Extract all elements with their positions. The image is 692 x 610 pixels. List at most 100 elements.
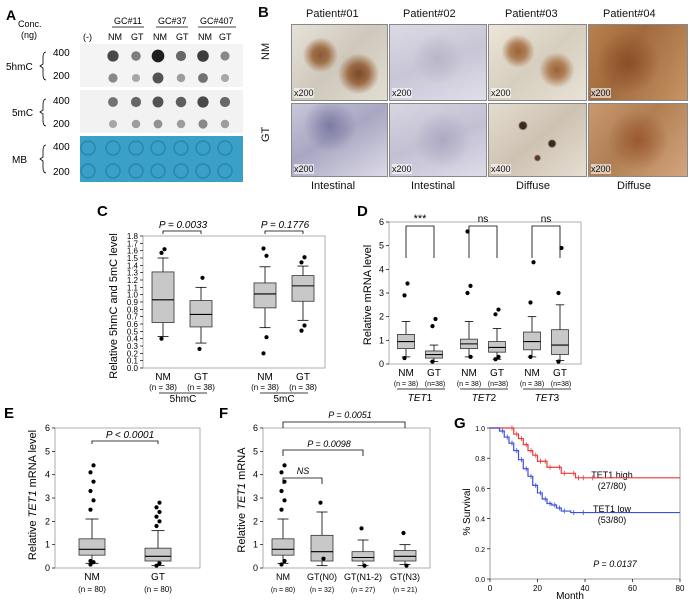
panel-d-outlier-0-0 bbox=[402, 293, 407, 298]
blot-dot-5hmc_400-6 bbox=[220, 51, 230, 61]
panel-c-ytick-label-1: 0.1 bbox=[127, 357, 139, 366]
panel-g-xlabel: Month bbox=[556, 591, 584, 602]
panel-g-xtick-label-0: 0 bbox=[488, 584, 493, 593]
blot-dot-5mc_400-4 bbox=[175, 96, 187, 108]
panel-c-ytick-label-3: 0.3 bbox=[127, 342, 139, 351]
panel-f: F Relative TET1 mRNA P = 0.0051 P = 0.00… bbox=[215, 400, 440, 605]
panel-c-box-2 bbox=[253, 282, 277, 309]
panel-f-outlier-0-5 bbox=[282, 463, 287, 468]
patient-label-01: Patient#01 bbox=[306, 8, 359, 20]
panel-e-outlier-1-7 bbox=[157, 561, 162, 566]
blot-dot-5hmc_400-2 bbox=[131, 51, 141, 61]
panel-b-letter: B bbox=[258, 4, 269, 21]
panel-c-pvalue-5hmc: P = 0.0033 bbox=[159, 220, 208, 231]
mag-gt-02: x200 bbox=[392, 164, 412, 174]
blot-dot-5hmc_400-4 bbox=[175, 50, 187, 62]
panel-f-ytick-label-0: 0 bbox=[253, 563, 258, 573]
panel-f-cat-0: NM bbox=[276, 572, 290, 582]
panel-d-outlier-5-0 bbox=[556, 290, 561, 296]
panel-c-letter: C bbox=[97, 203, 108, 220]
panel-f-n-1: (n = 32) bbox=[310, 587, 334, 594]
panel-g-letter: G bbox=[454, 415, 466, 432]
panel-f-box-2 bbox=[351, 551, 375, 562]
type-label-04: Diffuse bbox=[617, 180, 652, 192]
panel-e-outlier-0-0 bbox=[88, 507, 93, 512]
row-label-gt: GT bbox=[260, 126, 272, 142]
panel-c-ylabel: Relative 5hmC and 5mC level bbox=[108, 233, 120, 379]
panel-f-outlier-0-3 bbox=[282, 479, 287, 484]
panel-f-box-0 bbox=[271, 538, 295, 556]
lane-label-gt-1: GT bbox=[131, 32, 144, 42]
panel-d-ytick-label-2: 2 bbox=[379, 312, 384, 322]
panel-c-outlier-3-3 bbox=[302, 255, 307, 260]
panel-g-ytick-label-2: 0.4 bbox=[475, 517, 485, 524]
panel-f-ytick-label-4: 4 bbox=[253, 470, 258, 480]
mb-dot-171-0 bbox=[80, 163, 96, 179]
panel-g-ytick-label-1: 0.2 bbox=[475, 547, 485, 554]
panel-f-bracket-n3 bbox=[282, 421, 406, 428]
panel-a: A Conc. (ng) (-) GC#11 GC#37 GC#407 NM G… bbox=[0, 0, 255, 190]
panel-d-gene-tet3: TET3 bbox=[535, 393, 560, 404]
panel-c-cat-1: GT bbox=[194, 372, 208, 383]
blot-dot-5hmc_200-4 bbox=[176, 73, 186, 83]
panel-g-xtick-label-2: 40 bbox=[581, 584, 590, 593]
panel-d-sig-2: ns bbox=[541, 214, 552, 225]
panel-d-cat-0: NM bbox=[398, 368, 414, 379]
panel-f-ytick-label-3: 3 bbox=[253, 493, 258, 503]
panel-d-outlier-1-2 bbox=[430, 359, 435, 364]
panel-c-group-5hmc: 5hmC bbox=[170, 394, 197, 403]
panel-c-box-1 bbox=[189, 300, 213, 328]
panel-e-boxplot: E Relative TET1 mRNA level P < 0.0001 0 1… bbox=[4, 405, 201, 594]
blot-dot-5mc_200-5 bbox=[198, 119, 208, 129]
histology-gt-patient-02: x200 bbox=[389, 103, 487, 177]
panel-d-outlier-2-2 bbox=[465, 229, 470, 234]
panel-f-outlier-1-0 bbox=[318, 500, 323, 505]
panel-e-outlier-1-1 bbox=[157, 519, 162, 524]
panel-e-outlier-0-8 bbox=[88, 558, 93, 564]
panel-e-plot-frame bbox=[54, 427, 201, 569]
survival-curve-tet1-low bbox=[490, 427, 680, 514]
panel-d-n-0: (n = 38) bbox=[394, 381, 418, 388]
panel-d-cat-2: NM bbox=[461, 368, 477, 379]
mb-dot-171-3 bbox=[150, 163, 166, 179]
panel-d-outlier-3-1 bbox=[496, 307, 501, 312]
panel-c-outlier-1-1 bbox=[200, 275, 205, 280]
panel-c-pvalue-5mc: P = 0.1776 bbox=[261, 220, 310, 231]
lane-label-gt-2: GT bbox=[176, 32, 189, 42]
mag-nm-01: x200 bbox=[294, 88, 314, 98]
panel-e-outlier-0-4 bbox=[88, 470, 93, 475]
panel-d-outlier-5-1 bbox=[559, 245, 564, 251]
panel-f-pvalue-n3: P = 0.0051 bbox=[328, 410, 371, 420]
panel-d-ytick-label-3: 3 bbox=[379, 288, 384, 298]
panel-c-n-2: (n = 38) bbox=[251, 383, 279, 392]
negative-control-label: (-) bbox=[83, 32, 92, 42]
histology-nm-patient-02: x200 bbox=[389, 24, 487, 101]
panel-g-xtick-label-4: 80 bbox=[676, 584, 685, 593]
panel-g-ytick-label-0: 0.0 bbox=[475, 577, 485, 584]
panel-f-box-3 bbox=[393, 550, 417, 562]
panel-d-cat-3: GT bbox=[490, 368, 504, 379]
panel-c-n-0: (n = 38) bbox=[149, 383, 177, 392]
panel-f-outlier-0-4 bbox=[279, 470, 284, 475]
histology-nm-patient-01: x200 bbox=[291, 24, 388, 101]
panel-c-ytick-label-18: 1.8 bbox=[127, 232, 139, 241]
conc-200-mb: 200 bbox=[53, 167, 70, 178]
lane-label-gt-3: GT bbox=[219, 32, 232, 42]
panel-f-n-0: (n = 80) bbox=[271, 587, 295, 594]
mb-dot-148-3 bbox=[150, 140, 166, 156]
panel-d-box-3 bbox=[488, 341, 506, 353]
group-label-gc407: GC#407 bbox=[200, 16, 234, 26]
panel-g-xtick-label-3: 60 bbox=[628, 584, 637, 593]
mb-dot-148-5 bbox=[195, 140, 211, 156]
mb-dot-148-2 bbox=[128, 140, 144, 156]
panel-c-cat-2: NM bbox=[257, 372, 273, 383]
panel-e-ytick-label-2: 2 bbox=[45, 516, 50, 526]
panel-e-ytick-label-1: 1 bbox=[45, 540, 50, 550]
blot-dot-5hmc_200-3 bbox=[152, 72, 164, 84]
panel-d-n-5: (n=38) bbox=[551, 381, 571, 388]
patient-label-03: Patient#03 bbox=[505, 8, 558, 20]
panel-e-cat-0: NM bbox=[84, 572, 100, 583]
panel-f-ytick-label-2: 2 bbox=[253, 516, 258, 526]
panel-c-ytick-label-9: 0.9 bbox=[127, 298, 139, 307]
panel-c-outlier-2-2 bbox=[261, 246, 266, 251]
